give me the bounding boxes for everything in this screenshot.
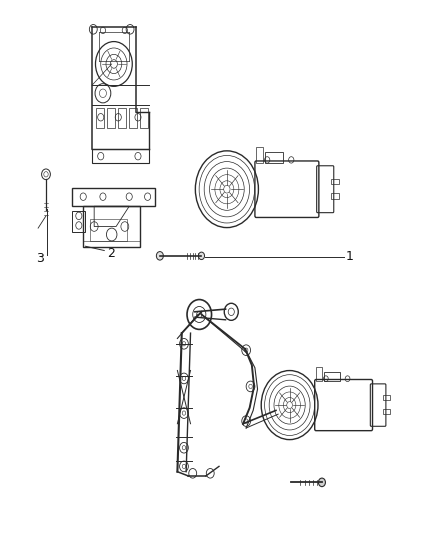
Bar bbox=[92, 149, 149, 163]
Text: 2: 2 bbox=[107, 247, 115, 260]
Bar bbox=[72, 211, 85, 232]
Bar bbox=[83, 206, 140, 247]
Bar bbox=[324, 372, 340, 381]
Bar bbox=[265, 152, 283, 163]
Bar bbox=[96, 108, 104, 128]
Bar bbox=[140, 108, 148, 128]
Circle shape bbox=[198, 252, 205, 260]
Bar bbox=[107, 108, 115, 128]
Bar bbox=[129, 108, 137, 128]
Bar bbox=[331, 179, 339, 184]
Bar bbox=[256, 147, 263, 163]
Bar bbox=[383, 409, 390, 414]
Text: 1: 1 bbox=[346, 251, 354, 263]
Bar bbox=[316, 367, 322, 381]
Bar bbox=[383, 395, 390, 400]
Bar bbox=[331, 193, 339, 199]
Bar bbox=[72, 188, 155, 206]
Circle shape bbox=[318, 478, 325, 487]
Bar bbox=[90, 219, 127, 241]
Text: 3: 3 bbox=[36, 252, 44, 265]
Circle shape bbox=[156, 252, 163, 260]
Bar bbox=[118, 108, 126, 128]
